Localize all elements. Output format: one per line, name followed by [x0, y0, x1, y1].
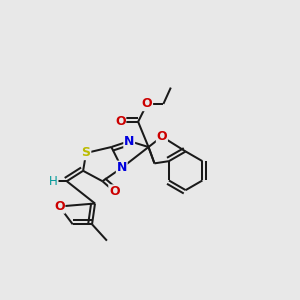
- Text: O: O: [115, 115, 126, 128]
- Text: O: O: [54, 200, 65, 213]
- Text: N: N: [117, 161, 127, 174]
- Text: O: O: [142, 98, 152, 110]
- Text: N: N: [124, 135, 134, 148]
- Text: O: O: [109, 185, 120, 198]
- Text: S: S: [82, 146, 91, 160]
- Text: O: O: [157, 130, 167, 143]
- Text: H: H: [49, 175, 58, 188]
